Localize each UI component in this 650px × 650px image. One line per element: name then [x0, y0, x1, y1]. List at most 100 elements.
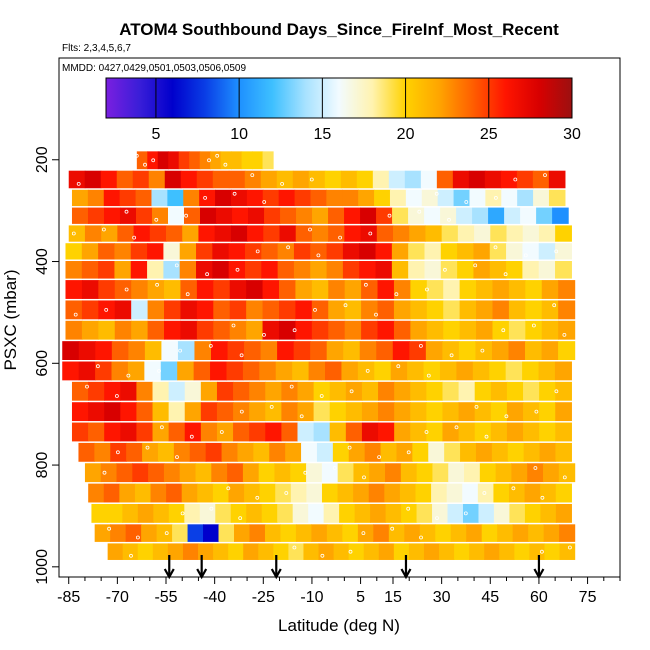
heatmap-cell [525, 300, 543, 320]
measurement-dot [343, 303, 348, 308]
heatmap-cell [98, 261, 116, 279]
measurement-dot [417, 209, 422, 214]
measurement-dot [406, 450, 411, 455]
measurement-dot [309, 177, 314, 182]
heatmap-cell [426, 280, 444, 299]
heatmap-cell [345, 402, 363, 422]
heatmap-cell [125, 524, 142, 542]
heatmap-cell [520, 207, 537, 224]
x-tick-label: 15 [384, 589, 402, 606]
heatmap-cell [277, 243, 295, 260]
heatmap-cell [215, 189, 232, 207]
measurement-dot [73, 312, 78, 317]
heatmap-cell [368, 483, 385, 503]
heatmap-cell [213, 280, 231, 299]
heatmap-cell [106, 503, 123, 523]
heatmap-cell [363, 543, 380, 560]
heatmap-cell [172, 524, 189, 542]
heatmap-cell [262, 151, 274, 170]
heatmap-cell [164, 280, 182, 299]
heatmap-cell [244, 483, 261, 503]
heatmap-cell [103, 483, 120, 503]
heatmap-cell [344, 225, 362, 242]
heatmap-cell [376, 341, 394, 360]
heatmap-cell [489, 261, 507, 279]
heatmap-cell [81, 261, 99, 279]
heatmap-cell [393, 320, 411, 340]
heatmap-cell [432, 503, 449, 523]
heatmap-cell [196, 320, 214, 340]
heatmap-cell [119, 483, 136, 503]
heatmap-cell [473, 243, 491, 260]
heatmap-cell [448, 463, 465, 483]
heatmap-cell [148, 170, 166, 189]
heatmap-cell [295, 300, 313, 320]
heatmap-cell [555, 442, 572, 462]
heatmap-cell [555, 225, 572, 242]
x-tick-label: -10 [300, 589, 323, 606]
heatmap-cell [375, 261, 393, 279]
heatmap-cell [541, 280, 559, 299]
heatmap-cell [432, 463, 449, 483]
heatmap-cell [538, 361, 556, 381]
heatmap-cell [242, 361, 260, 381]
heatmap-cell [62, 361, 80, 381]
heatmap-cell [391, 243, 409, 260]
heatmap-cell [147, 151, 159, 170]
heatmap-cell [440, 243, 458, 260]
heatmap-cell [187, 524, 204, 542]
heatmap-cell [130, 261, 148, 279]
heatmap-cell [478, 503, 495, 523]
heatmap-cell [493, 503, 511, 523]
heatmap-cell [516, 170, 534, 189]
heatmap-cell [462, 503, 480, 523]
heatmap-cell [211, 463, 228, 483]
measurement-dot [239, 353, 244, 358]
heatmap-cell [306, 463, 323, 483]
heatmap-cell [153, 503, 170, 523]
heatmap-cell [361, 320, 379, 340]
heatmap-cell [506, 381, 524, 401]
heatmap-cell [261, 261, 279, 279]
measurement-dot [554, 249, 559, 254]
heatmap-cell [248, 207, 265, 224]
heatmap-cell [456, 361, 474, 381]
heatmap-cell [499, 543, 515, 560]
heatmap-cell [500, 170, 518, 189]
heatmap-cell [442, 381, 460, 401]
heatmap-cell [308, 170, 326, 189]
heatmap-cell [212, 261, 230, 279]
heatmap-cell [504, 207, 521, 224]
heatmap-cell [164, 170, 182, 189]
heatmap-cell [262, 320, 280, 340]
heatmap-cell [88, 402, 105, 422]
heatmap-cell [472, 207, 489, 224]
heatmap-cell [385, 503, 402, 523]
heatmap-cell [409, 341, 427, 360]
heatmap-cell [342, 189, 359, 207]
heatmap-cell [399, 483, 417, 503]
measurement-dot [348, 549, 353, 554]
heatmap-cell [539, 402, 556, 422]
measurement-dot [562, 475, 567, 480]
heatmap-cell [295, 280, 313, 299]
heatmap-cell [88, 422, 105, 442]
measurement-dot [205, 272, 210, 277]
heatmap-cell [459, 300, 477, 320]
heatmap-cell [179, 261, 197, 279]
measurement-dot [534, 409, 539, 414]
heatmap-cell [529, 543, 546, 560]
heatmap-cell [328, 207, 345, 224]
heatmap-cell [136, 151, 148, 170]
heatmap-cell [404, 524, 421, 542]
measurement-dot [208, 343, 213, 348]
heatmap-cell [358, 189, 375, 207]
heatmap-cell [376, 207, 393, 224]
heatmap-cell [392, 207, 409, 224]
x-tick-label: 45 [481, 589, 499, 606]
heatmap-cell [532, 170, 550, 189]
heatmap-cell [523, 442, 541, 462]
heatmap-cell [442, 422, 460, 442]
heatmap-cell [439, 543, 455, 560]
heatmap-cell [522, 261, 540, 279]
